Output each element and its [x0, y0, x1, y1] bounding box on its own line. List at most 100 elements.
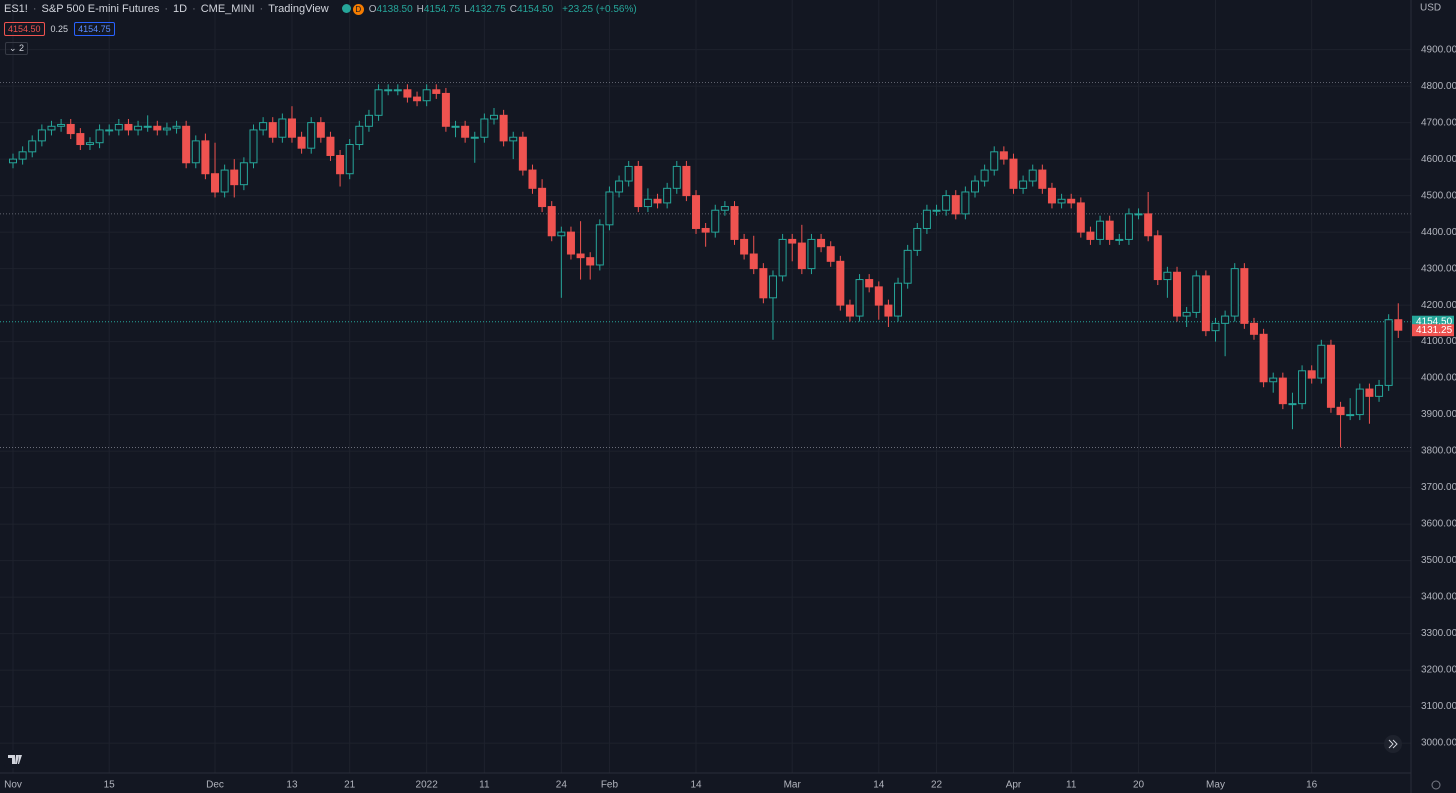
ohlc-value: 4138.50 [376, 3, 413, 15]
candle-body [711, 209, 720, 233]
candle-body [730, 206, 739, 240]
ohlc-values: O4138.50 H4154.75 L4132.75 C4154.50 [369, 4, 557, 15]
x-tick-label: May [1206, 780, 1225, 791]
candle-body [1047, 187, 1056, 204]
candle-body [1278, 377, 1287, 405]
y-tick-label: 4300.00 [1421, 263, 1456, 274]
candle-body [28, 140, 37, 153]
candle-body [316, 122, 325, 138]
x-tick-label: Dec [206, 780, 224, 791]
candle-body [1067, 198, 1076, 204]
candle-body [1375, 384, 1384, 397]
candle-body [268, 122, 277, 138]
x-tick-label: 21 [344, 780, 356, 791]
candle-body [1124, 213, 1133, 240]
candle-body [615, 180, 624, 193]
candle-body [951, 195, 960, 215]
candle-body [768, 275, 777, 299]
candle-body [932, 209, 941, 212]
y-tick-label: 4400.00 [1421, 227, 1456, 238]
grid [0, 0, 1411, 773]
candle-body [759, 268, 768, 299]
symbol[interactable]: ES1! [4, 3, 28, 15]
candle-body [287, 118, 296, 138]
candle-body [211, 173, 220, 193]
x-tick-label: 11 [479, 780, 490, 791]
ohlc-key: O [368, 3, 377, 15]
candle-body [191, 140, 200, 164]
candle-body [1211, 322, 1220, 332]
candle-body [364, 114, 373, 127]
x-tick-label: Apr [1006, 780, 1022, 791]
x-tick-label: 22 [931, 780, 943, 791]
y-tick-label: 3300.00 [1421, 628, 1456, 639]
candle-body [1134, 213, 1143, 216]
y-tick-label: 3900.00 [1421, 409, 1456, 420]
candle-body [903, 249, 912, 284]
candle-body [105, 129, 114, 132]
candle-body [1038, 169, 1047, 189]
candle-body [672, 165, 681, 189]
candle-body [230, 169, 239, 186]
candle-body [326, 136, 335, 156]
candle-body [817, 238, 826, 248]
y-tick-label: 3500.00 [1421, 555, 1456, 566]
candle-body [9, 158, 17, 164]
x-tick-label: 2022 [416, 780, 439, 791]
candle-body [480, 118, 489, 138]
candle-body [297, 136, 306, 149]
candle-body [720, 206, 729, 211]
candle-body [922, 209, 931, 229]
exchange: CME_MINI [200, 3, 255, 15]
candle-body [37, 129, 46, 142]
source: TradingView [268, 3, 329, 15]
candle-body [1182, 311, 1191, 317]
candle-body [201, 140, 210, 175]
candle-body [1346, 414, 1355, 417]
candle-body [836, 260, 845, 306]
candle-body [1086, 231, 1095, 240]
data-badge: D [352, 3, 364, 15]
candle-body [1365, 388, 1374, 397]
candle-body [162, 127, 171, 131]
price-label: 4131.25 [1416, 325, 1453, 336]
candle-body [576, 253, 585, 259]
x-tick-label: 24 [556, 780, 568, 791]
candle-body [1288, 403, 1297, 406]
y-tick-label: 4700.00 [1421, 117, 1456, 128]
x-tick-label: 16 [1306, 780, 1318, 791]
y-tick-label: 4100.00 [1421, 336, 1456, 347]
ohlc-key: C [509, 3, 518, 15]
candle-body [451, 125, 460, 128]
buy-button[interactable]: 4154.75 [74, 22, 115, 36]
spread: 0.25 [50, 24, 69, 34]
x-tick-label: 13 [286, 780, 298, 791]
sell-button[interactable]: 4154.50 [4, 22, 45, 36]
tv-logo[interactable] [4, 750, 26, 768]
settings-button[interactable] [1431, 780, 1441, 790]
y-tick-label: 3100.00 [1421, 701, 1456, 712]
trade-buttons: 4154.50 0.25 4154.75 [4, 22, 115, 36]
candle-body [47, 125, 56, 131]
indicators-toggle[interactable]: ⌄ 2 [5, 42, 29, 55]
y-tick-label: 3400.00 [1421, 592, 1456, 603]
candle-body [518, 136, 527, 171]
y-tick-label: 3600.00 [1421, 519, 1456, 530]
candle-body [1173, 271, 1182, 317]
scroll-right-button[interactable] [1384, 735, 1402, 753]
candle-body [259, 122, 268, 131]
candle-body [942, 195, 951, 211]
candle-body [461, 125, 470, 138]
plot [9, 84, 1403, 448]
ohlc-value: 4154.50 [517, 3, 554, 15]
candle-body [393, 89, 402, 92]
candle-body [1384, 319, 1393, 386]
ohlc-value: 4132.75 [469, 3, 506, 15]
interval[interactable]: 1D [173, 3, 188, 15]
candle-body [153, 125, 162, 131]
candle-body [509, 136, 518, 142]
candle-body [220, 169, 229, 193]
candle-body [143, 125, 152, 128]
change: +23.25 (+0.56%) [562, 3, 637, 15]
